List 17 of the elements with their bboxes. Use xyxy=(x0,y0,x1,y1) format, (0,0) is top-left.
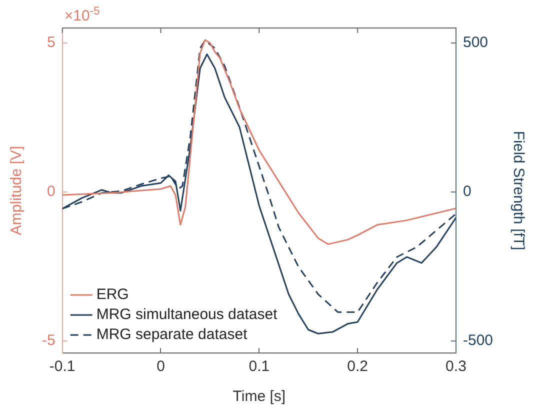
x-tick-label: 0.1 xyxy=(248,358,270,376)
y2-axis-title: Field Strength [fT] xyxy=(510,130,527,250)
y2-tick-label: 0 xyxy=(462,183,472,200)
legend-label: ERG xyxy=(96,286,129,304)
x-tick-label: 0.2 xyxy=(347,358,368,376)
y2-tick-label: -500 xyxy=(462,332,494,350)
legend-label: MRG simultaneous dataset xyxy=(96,306,278,324)
x-axis-title: Time [s] xyxy=(232,388,286,406)
y-tick-label: 5 xyxy=(46,34,56,52)
x-tick-label: 0 xyxy=(156,358,165,376)
x-tick-label: -0.1 xyxy=(49,358,76,376)
y2-tick-label: 500 xyxy=(462,34,488,52)
y-axis-title: Amplitude [V] xyxy=(8,146,26,236)
y-tick-label: 0 xyxy=(46,183,56,200)
y-tick-label: -5 xyxy=(42,332,56,350)
x-tick-label: 0.3 xyxy=(446,358,466,376)
legend-label: MRG separate dataset xyxy=(96,326,248,344)
